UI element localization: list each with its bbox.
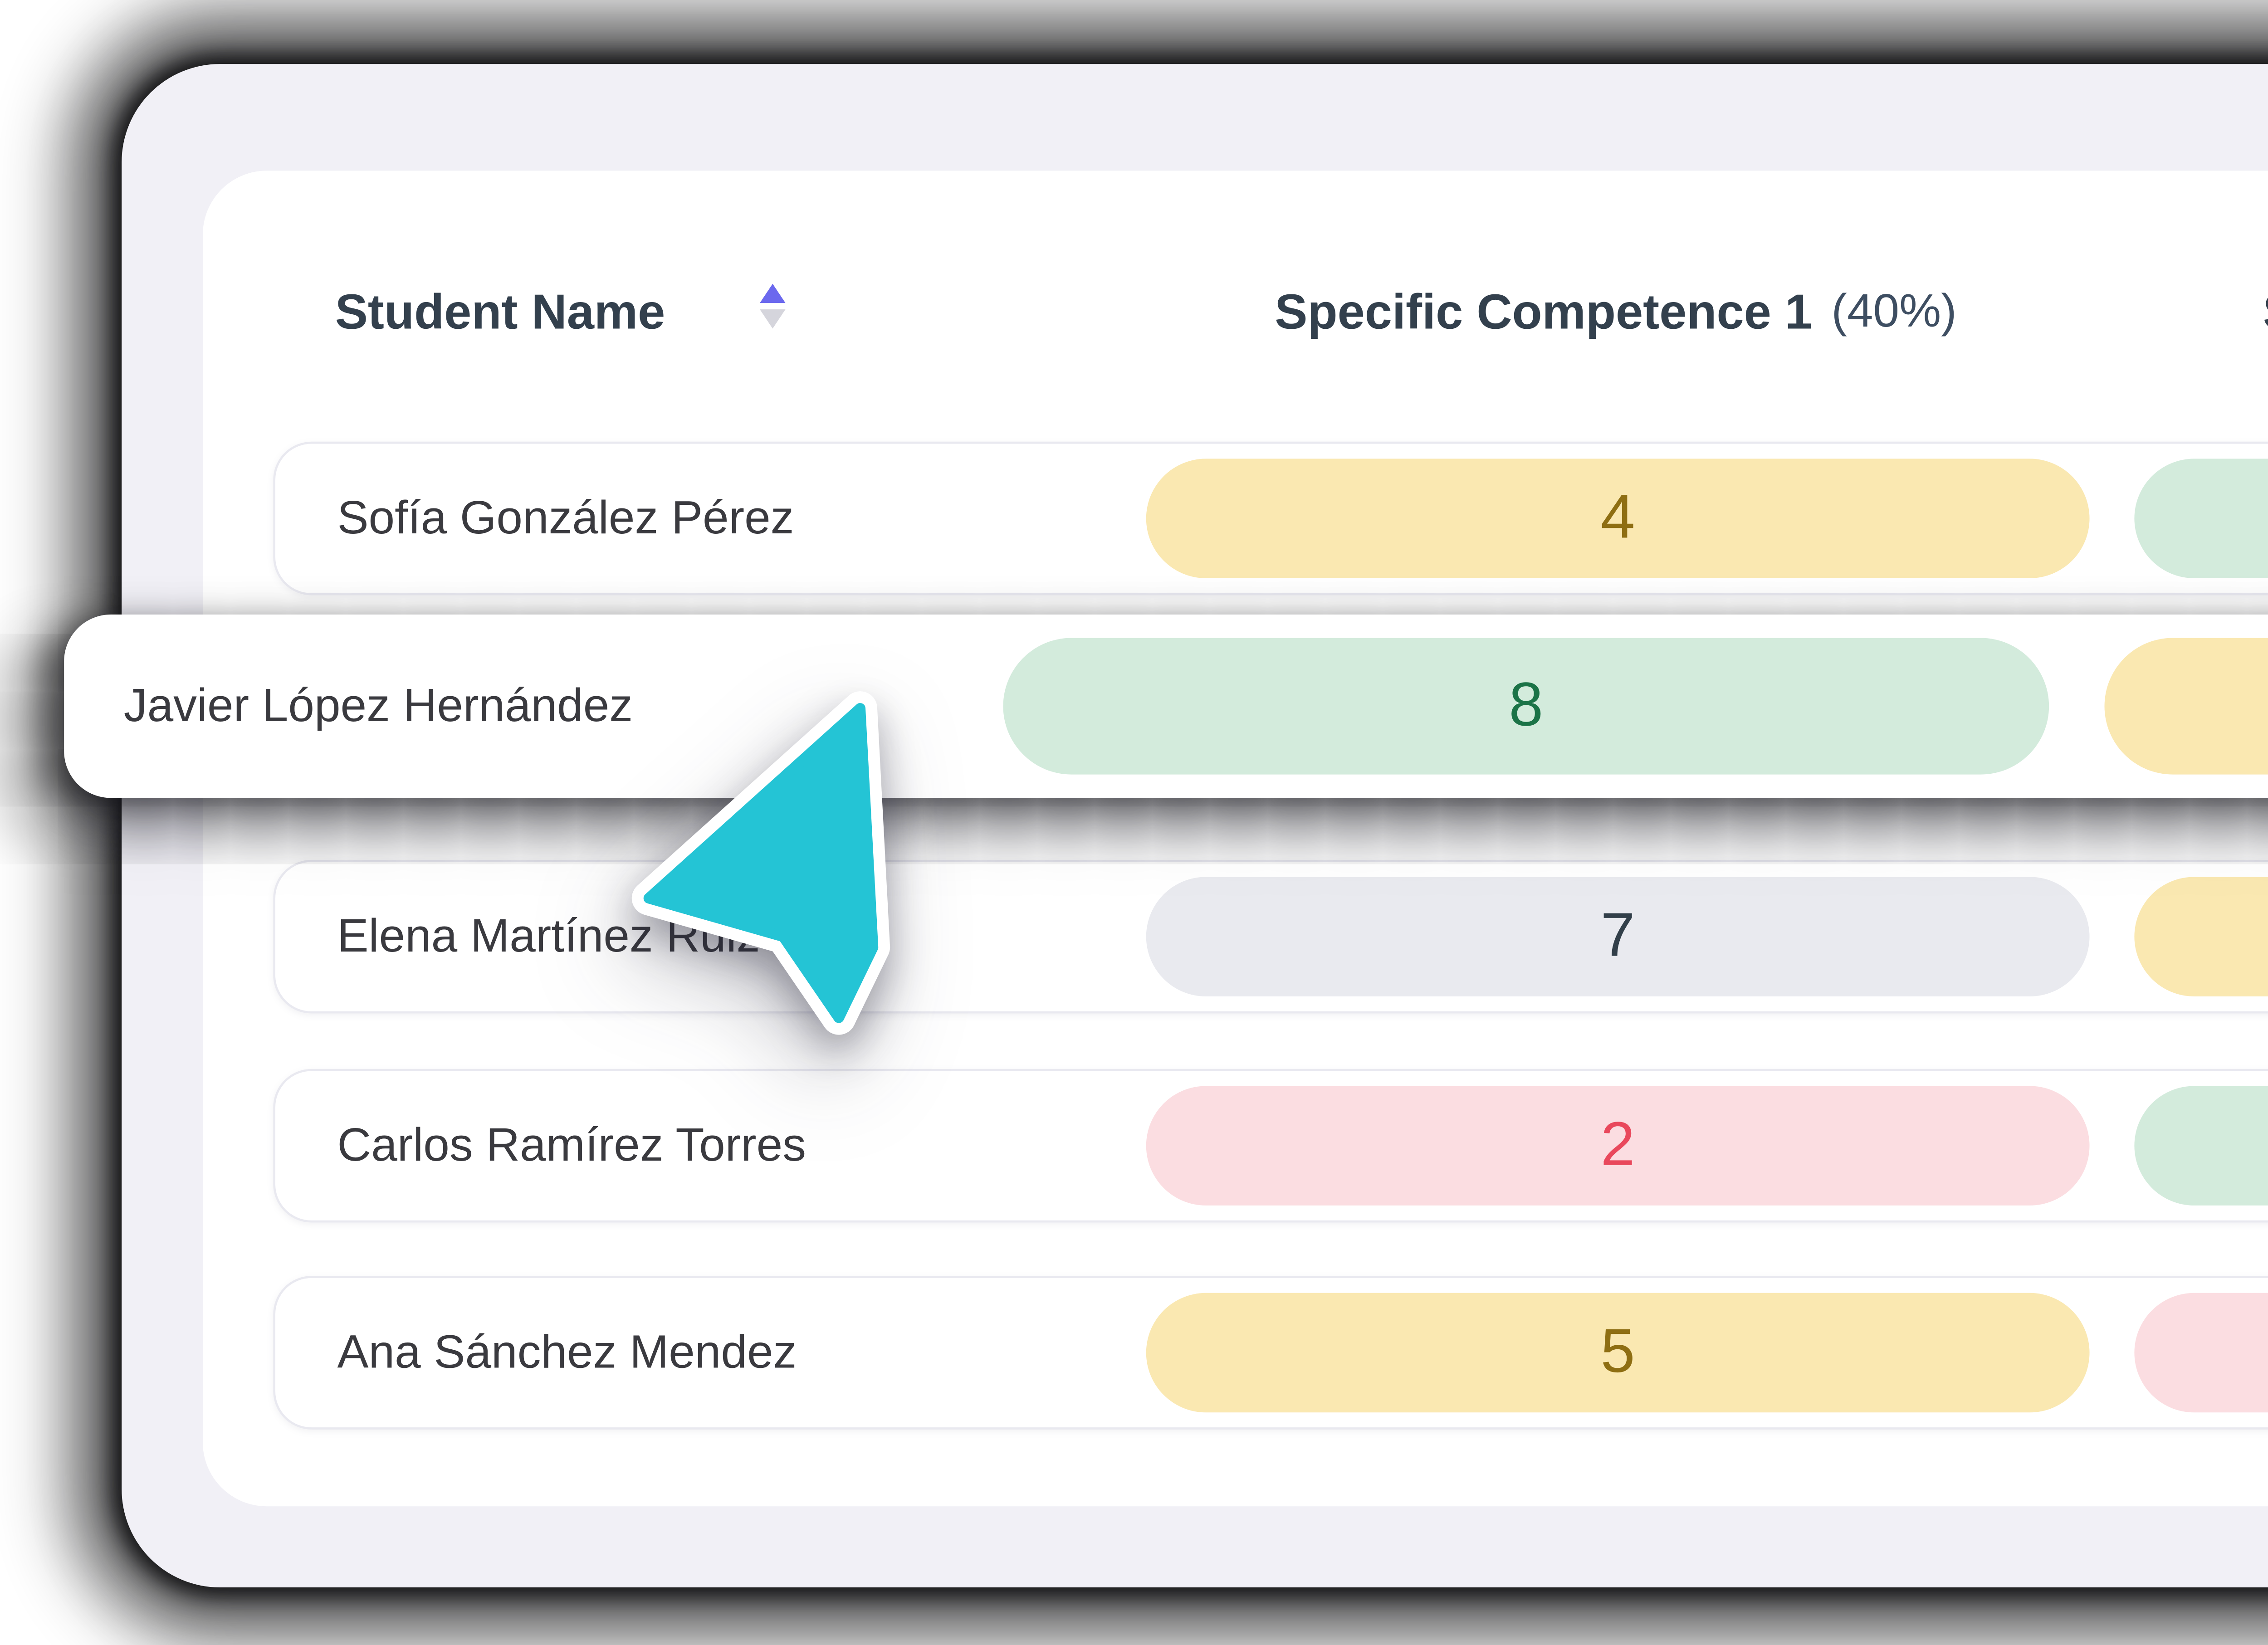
score-pill[interactable]: 2 <box>1146 1086 2090 1206</box>
competence-1-weight: (40%) <box>1831 283 1957 337</box>
student-name: Ana Sánchez Mendez <box>337 1325 797 1378</box>
sort-ascending-icon <box>760 283 786 303</box>
student-name: Carlos Ramírez Torres <box>337 1118 807 1172</box>
table-row[interactable]: Elena Martínez Ruiz 7 5 <box>273 859 2268 1014</box>
score-pill[interactable]: 7 <box>1146 877 2090 996</box>
score-pill[interactable]: 5 <box>1146 1293 2090 1413</box>
sort-descending-icon <box>760 309 786 329</box>
competence-1-label: Specific Competence 1 <box>1275 283 1813 338</box>
cursor-arrow-icon <box>631 691 890 1035</box>
table-row[interactable]: Sofía González Pérez 4 9 <box>273 441 2268 596</box>
column-header-student-name[interactable]: Student Name <box>335 278 665 346</box>
score-pill[interactable]: 9 <box>2134 459 2268 578</box>
student-name: Javier López Hernández <box>123 678 633 732</box>
student-name: Sofía González Pérez <box>337 490 794 544</box>
column-header-competence-1: Specific Competence 1 (40%) <box>1144 278 2087 346</box>
competence-2-label: Specific Competence 2 <box>2263 283 2268 340</box>
student-name-header-label: Student Name <box>335 283 665 338</box>
score-pill[interactable]: 8 <box>1003 638 2049 775</box>
table-row[interactable]: Ana Sánchez Mendez 5 1 <box>273 1276 2268 1430</box>
column-header-competence-2: Specific Competence 2 (60%) <box>2132 278 2268 346</box>
score-pill[interactable]: 4 <box>1146 459 2090 578</box>
score-pill[interactable]: 1 <box>2134 1293 2268 1413</box>
sort-arrows-icon[interactable] <box>760 283 786 329</box>
score-pill[interactable]: 5 <box>2134 877 2268 996</box>
score-pill[interactable]: 8 <box>2134 1086 2268 1206</box>
table-row[interactable]: Carlos Ramírez Torres 2 8 <box>273 1069 2268 1223</box>
score-pill[interactable]: 5 <box>2104 638 2268 775</box>
table-row-highlighted[interactable]: Javier López Hernández 8 5 <box>64 614 2268 798</box>
